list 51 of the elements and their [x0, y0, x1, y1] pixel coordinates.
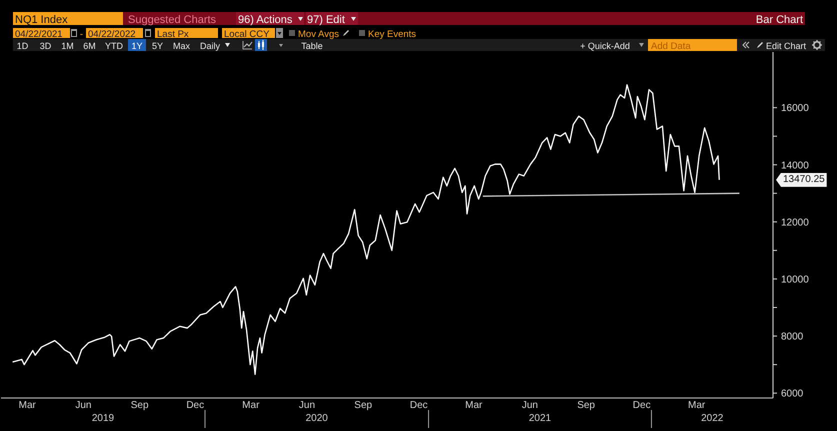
y-tick-label: 12000 — [781, 217, 810, 228]
x-tick-label: Mar — [242, 400, 260, 411]
x-tick-label: Mar — [465, 400, 483, 411]
input-field: 04/22/2021 — [13, 28, 70, 38]
text: 1D — [16, 41, 28, 51]
text: Suggested Charts — [128, 14, 216, 26]
text: 96) Actions — [238, 14, 292, 26]
text: 2021 — [528, 413, 552, 424]
text: 2022 — [701, 413, 724, 424]
text: 5Y — [152, 41, 163, 51]
x-tick-label: Sep — [130, 400, 149, 411]
x-tick-label: Jun — [75, 400, 92, 411]
text: Key Events — [368, 29, 416, 40]
text: 3D — [40, 41, 52, 51]
x-tick-label: Dec — [410, 400, 428, 411]
text: Edit Chart — [766, 41, 806, 51]
x-tick-label: Sep — [354, 400, 373, 411]
line-series — [12, 84, 720, 375]
text: YTD — [105, 41, 123, 51]
input-field: NQ1 Index — [13, 12, 123, 25]
text: Mov Avgs — [298, 29, 340, 40]
x-tick-label: Sep — [577, 400, 596, 411]
text: - — [80, 29, 84, 40]
text: 97) Edit — [307, 14, 345, 26]
text: Bar Chart — [756, 14, 803, 26]
text: Daily — [200, 41, 220, 51]
input-field: Add Data — [648, 39, 737, 51]
text: 13470.25 — [776, 172, 827, 187]
text: 2020 — [306, 413, 328, 424]
text: Table — [301, 41, 323, 51]
y-tick-label: 10000 — [781, 274, 810, 286]
y-tick-label: 6000 — [781, 388, 804, 400]
x-tick-label: Mar — [688, 400, 706, 411]
input-field: 04/22/2022 — [86, 28, 143, 38]
text: 1M — [61, 41, 74, 51]
x-tick-label: Dec — [632, 400, 651, 411]
text: + Quick-Add — [580, 41, 630, 51]
button: 1Y — [128, 39, 146, 51]
y-tick-label: 14000 — [781, 160, 810, 172]
x-tick-label: Dec — [186, 400, 204, 411]
input-field: Local CCY — [222, 28, 275, 38]
x-tick-label: Jun — [298, 400, 316, 411]
x-tick-label: Jun — [522, 400, 538, 411]
y-tick-label: 16000 — [781, 103, 810, 114]
y-tick-label: 8000 — [781, 332, 804, 343]
text: Max — [172, 41, 190, 51]
input-field: Last Px — [155, 28, 218, 38]
text: 2019 — [92, 413, 114, 424]
chart-title: NQ1 Index — [15, 14, 68, 26]
x-tick-label: Mar — [18, 400, 37, 411]
text: 6M — [83, 41, 96, 51]
